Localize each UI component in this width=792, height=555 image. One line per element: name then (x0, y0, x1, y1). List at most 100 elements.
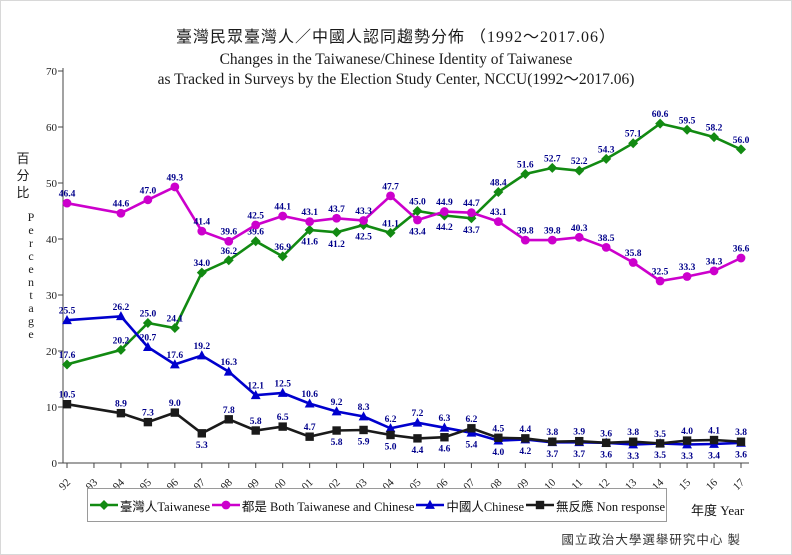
svg-text:7.3: 7.3 (142, 409, 154, 419)
svg-text:60.6: 60.6 (652, 110, 669, 120)
svg-text:分: 分 (16, 168, 29, 183)
svg-text:51.6: 51.6 (517, 161, 534, 171)
svg-text:5.8: 5.8 (250, 417, 262, 427)
svg-text:15: 15 (677, 476, 694, 493)
svg-text:e: e (28, 327, 33, 341)
svg-text:30: 30 (46, 290, 58, 302)
svg-text:10: 10 (46, 402, 58, 414)
svg-text:3.5: 3.5 (654, 430, 666, 440)
svg-text:4.6: 4.6 (439, 445, 451, 455)
svg-text:44.9: 44.9 (436, 198, 453, 208)
svg-text:17.6: 17.6 (167, 351, 184, 361)
svg-text:20: 20 (46, 346, 58, 358)
svg-text:5.0: 5.0 (385, 443, 397, 453)
svg-text:10.5: 10.5 (59, 391, 76, 401)
x-axis-title: 年度 Year (691, 503, 745, 518)
non-response-square-marker-icon (526, 500, 555, 510)
svg-text:6.3: 6.3 (439, 414, 451, 424)
svg-text:58.2: 58.2 (706, 124, 723, 134)
svg-text:48.4: 48.4 (490, 178, 507, 188)
svg-text:20.7: 20.7 (140, 334, 157, 344)
svg-text:44.7: 44.7 (463, 199, 480, 209)
svg-text:39.8: 39.8 (544, 227, 561, 237)
svg-text:42.5: 42.5 (355, 233, 372, 243)
svg-text:45.0: 45.0 (409, 198, 426, 208)
chart-title-en-line1: Changes in the Taiwanese/Chinese Identit… (219, 51, 573, 68)
svg-text:17: 17 (731, 476, 748, 493)
series-non_response: 10.5 8.9 7.3 9.0 5.3 7.8 5.8 6.5 4.7 5.8 5.9 5.0 4.4… (59, 391, 748, 456)
svg-text:P: P (28, 210, 35, 224)
svg-text:9.2: 9.2 (331, 398, 343, 408)
chart-title-en-line2: as Tracked in Surveys by the Election St… (157, 70, 635, 88)
svg-text:43.1: 43.1 (301, 208, 318, 218)
svg-text:50: 50 (46, 178, 58, 190)
svg-text:32.5: 32.5 (652, 268, 669, 278)
svg-text:54.3: 54.3 (598, 145, 615, 155)
svg-text:6.5: 6.5 (277, 413, 289, 423)
svg-text:3.3: 3.3 (681, 452, 693, 462)
legend: 臺灣人Taiwanese 都是 Both Taiwanese and Chine… (87, 488, 667, 522)
svg-text:34.3: 34.3 (706, 257, 723, 267)
svg-text:比: 比 (16, 185, 29, 200)
svg-text:3.9: 3.9 (573, 428, 585, 438)
svg-text:41.2: 41.2 (328, 240, 345, 250)
svg-text:3.8: 3.8 (546, 428, 558, 438)
svg-text:12.5: 12.5 (274, 380, 291, 390)
svg-text:g: g (28, 314, 34, 328)
svg-text:4.0: 4.0 (492, 448, 504, 458)
svg-text:52.7: 52.7 (544, 154, 561, 164)
svg-text:6.2: 6.2 (465, 415, 477, 425)
legend-item-chinese: 中國人Chinese (415, 496, 524, 515)
svg-text:r: r (29, 236, 33, 250)
svg-text:59.5: 59.5 (679, 116, 696, 126)
svg-text:3.3: 3.3 (627, 452, 639, 462)
svg-text:8.3: 8.3 (358, 403, 370, 413)
svg-text:39.6: 39.6 (247, 228, 264, 238)
svg-text:36.9: 36.9 (274, 243, 291, 253)
svg-text:70: 70 (46, 66, 58, 78)
svg-text:12.1: 12.1 (247, 382, 264, 392)
svg-text:16.3: 16.3 (220, 358, 237, 368)
svg-text:42.5: 42.5 (247, 212, 264, 222)
legend-label-taiwanese: 臺灣人Taiwanese (119, 499, 210, 514)
svg-text:39.6: 39.6 (220, 228, 237, 238)
svg-text:41.1: 41.1 (382, 219, 399, 229)
chart-title-zh: 臺灣民眾臺灣人／中國人認同趨勢分佈 （1992～2017.06） (175, 29, 616, 46)
svg-text:43.1: 43.1 (490, 208, 507, 218)
svg-text:6.2: 6.2 (385, 415, 397, 425)
svg-text:25.0: 25.0 (140, 310, 157, 320)
svg-text:49.3: 49.3 (167, 173, 184, 183)
both-circle-marker-icon (211, 500, 240, 510)
svg-text:3.8: 3.8 (735, 428, 747, 438)
svg-text:41.6: 41.6 (301, 238, 318, 248)
svg-text:36.6: 36.6 (733, 245, 750, 255)
svg-text:47.7: 47.7 (382, 182, 399, 192)
series-taiwanese: 17.6 20.2 25.0 24.1 34.0 36.2 39.6 36.9 41.6 41.2… (59, 110, 750, 370)
taiwanese-diamond-marker-icon (89, 500, 118, 510)
svg-text:n: n (28, 275, 34, 289)
svg-text:3.6: 3.6 (600, 450, 612, 460)
svg-text:43.7: 43.7 (328, 205, 345, 215)
svg-text:e: e (28, 223, 33, 237)
svg-text:36.2: 36.2 (220, 247, 237, 257)
legend-item-taiwanese: 臺灣人Taiwanese (89, 496, 210, 515)
svg-text:26.2: 26.2 (113, 303, 130, 313)
svg-text:24.1: 24.1 (167, 315, 184, 325)
legend-label-non-response: 無反應 Non response (556, 499, 666, 514)
svg-text:4.5: 4.5 (492, 424, 504, 434)
legend-item-non-response: 無反應 Non response (525, 496, 665, 515)
svg-text:46.4: 46.4 (59, 190, 76, 200)
attribution-text: 國立政治大學選舉研究中心 製 (561, 533, 741, 547)
svg-text:43.4: 43.4 (409, 227, 426, 237)
svg-text:39.8: 39.8 (517, 227, 534, 237)
svg-text:34.0: 34.0 (193, 259, 210, 269)
svg-text:10.6: 10.6 (301, 390, 318, 400)
svg-text:3.6: 3.6 (600, 429, 612, 439)
svg-text:38.5: 38.5 (598, 234, 615, 244)
svg-text:5.3: 5.3 (196, 441, 208, 451)
svg-text:33.3: 33.3 (679, 263, 696, 273)
svg-text:25.5: 25.5 (59, 307, 76, 317)
svg-text:52.2: 52.2 (571, 157, 588, 167)
svg-text:44.6: 44.6 (113, 200, 130, 210)
svg-text:20.2: 20.2 (113, 336, 130, 346)
